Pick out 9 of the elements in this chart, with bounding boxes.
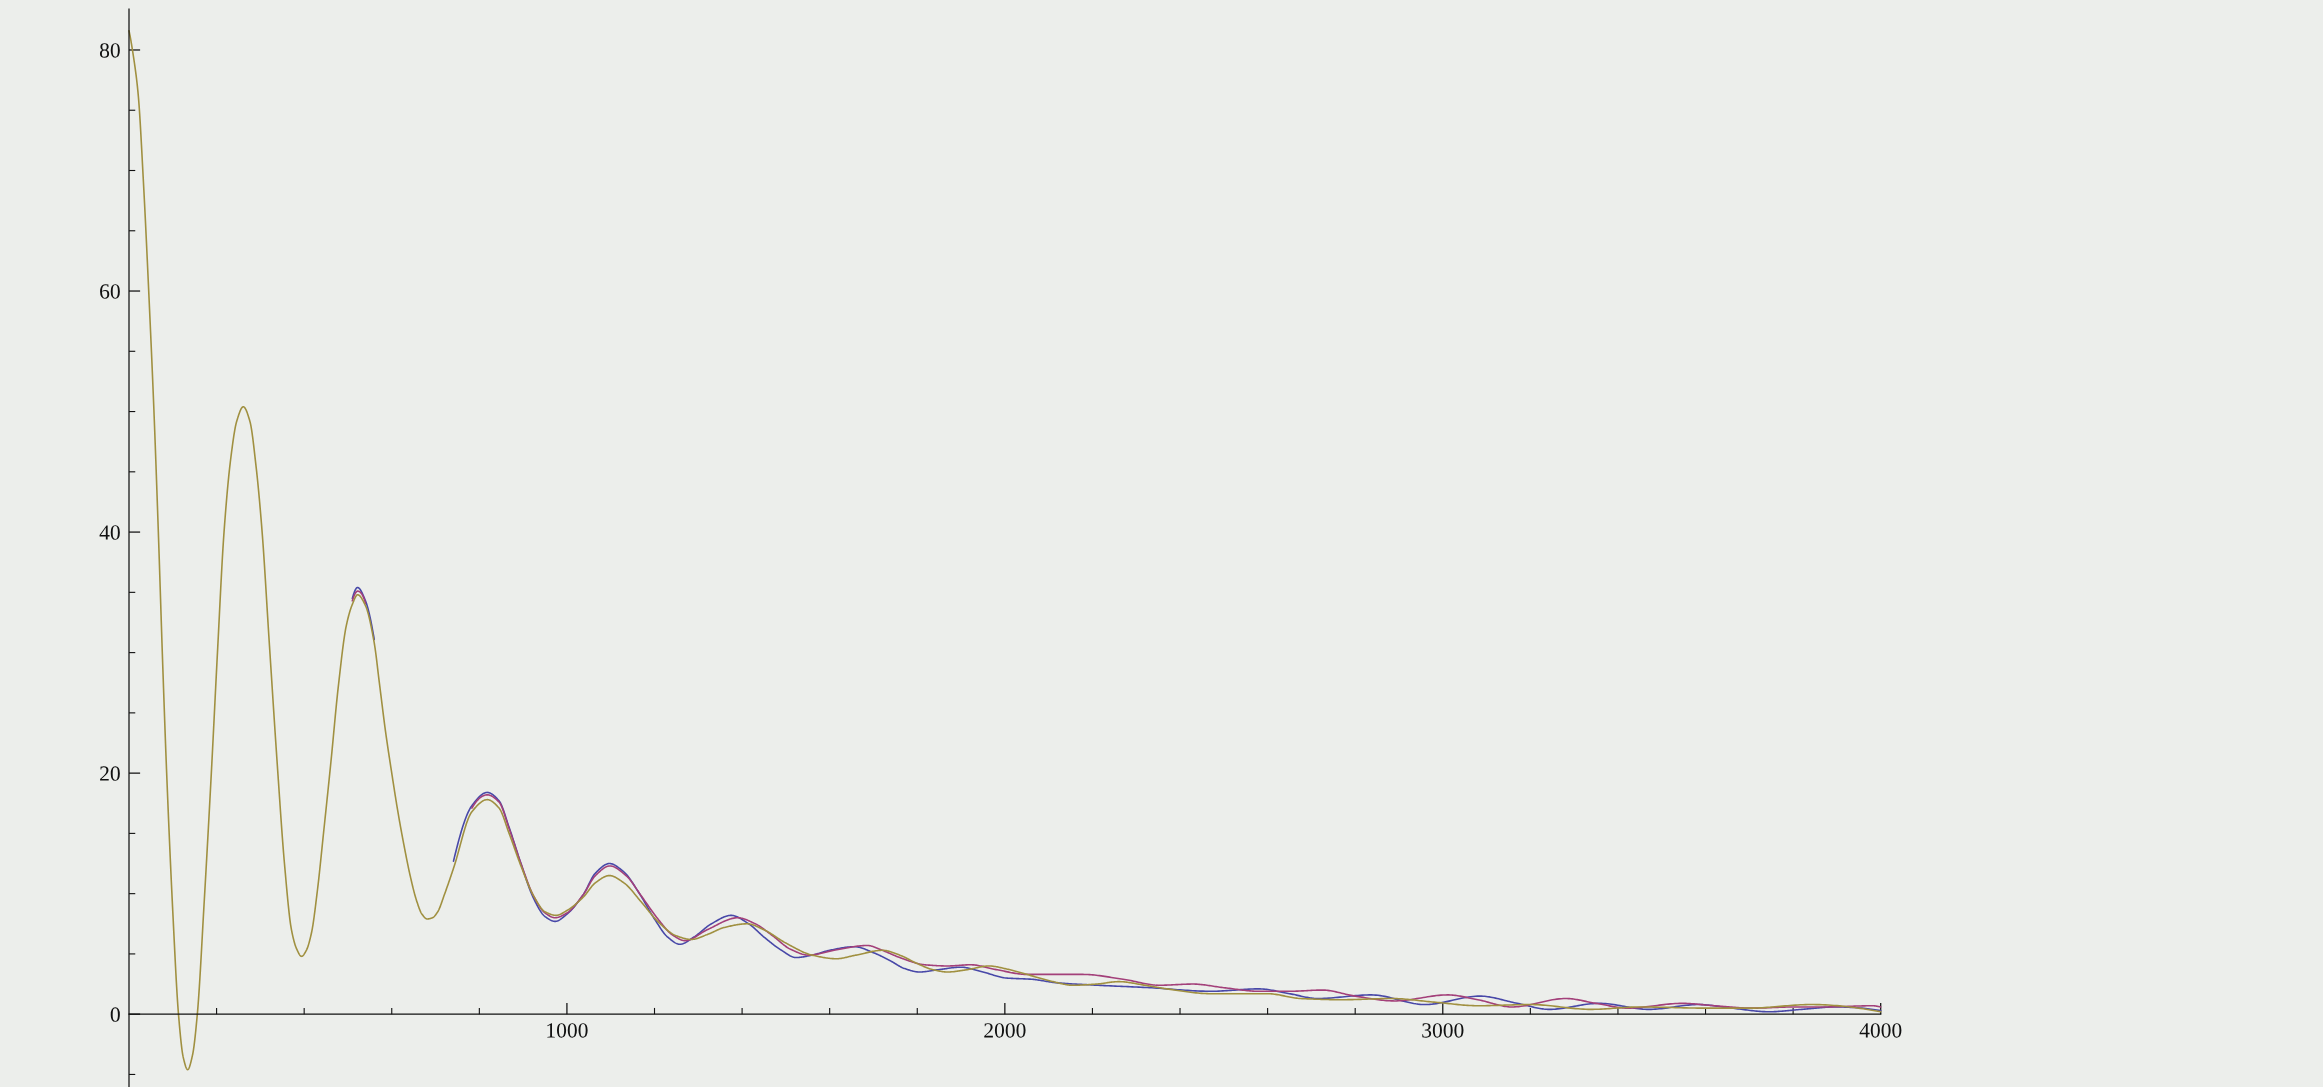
x-tick-label: 2000 bbox=[984, 1023, 1026, 1038]
x-tick-label: 3000 bbox=[1422, 1023, 1464, 1038]
x-tick-label: 1000 bbox=[547, 1023, 588, 1038]
y-tick-label: 0 bbox=[110, 1007, 120, 1022]
y-tick-label: 40 bbox=[99, 525, 120, 540]
y-tick-label: 60 bbox=[100, 284, 120, 299]
x-tick-label: 4000 bbox=[1859, 1023, 1902, 1038]
y-tick-label: 80 bbox=[99, 43, 120, 58]
y-tick-label: 20 bbox=[100, 766, 120, 781]
